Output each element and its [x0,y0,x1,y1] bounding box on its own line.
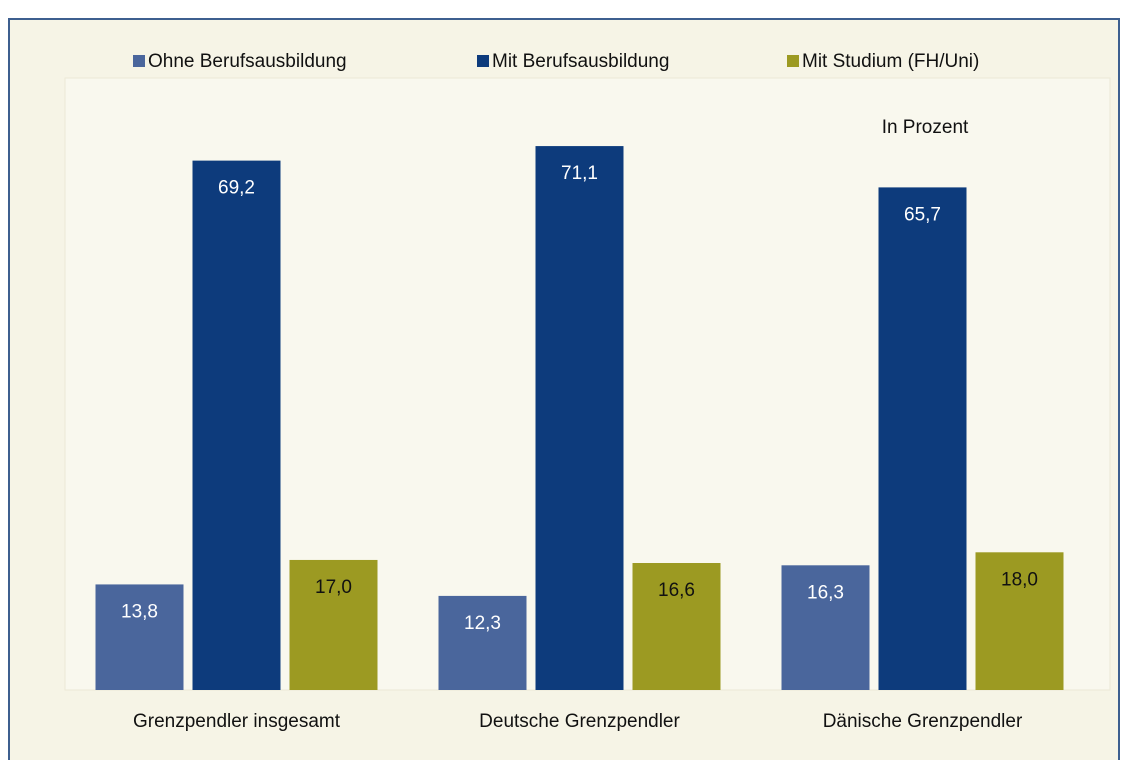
bar [535,146,624,690]
x-tick-label: Dänische Grenzpendler [823,711,1023,732]
annotation: In Prozent [882,117,969,138]
data-label: 18,0 [1001,569,1038,590]
legend-label: Mit Berufsausbildung [492,51,669,72]
x-tick-label: Deutsche Grenzpendler [479,711,680,732]
bar [192,160,281,690]
bar [95,584,184,690]
data-label: 65,7 [904,204,941,225]
data-label: 16,6 [658,580,695,601]
bar [438,595,527,690]
legend-swatch [133,55,145,67]
bar [632,563,721,690]
data-label: 69,2 [218,178,255,199]
bar [975,552,1064,690]
legend-swatch [787,55,799,67]
data-label: 71,1 [561,163,598,184]
data-label: 13,8 [121,601,158,622]
data-label: 12,3 [464,613,501,634]
data-label: 16,3 [807,582,844,603]
data-label: 17,0 [315,577,352,598]
legend-label: Mit Studium (FH/Uni) [802,51,979,72]
legend-label: Ohne Berufsausbildung [148,51,347,72]
x-tick-label: Grenzpendler insgesamt [133,711,341,732]
bar [781,565,870,690]
bar [289,559,378,690]
legend-swatch [477,55,489,67]
bar [878,187,967,690]
